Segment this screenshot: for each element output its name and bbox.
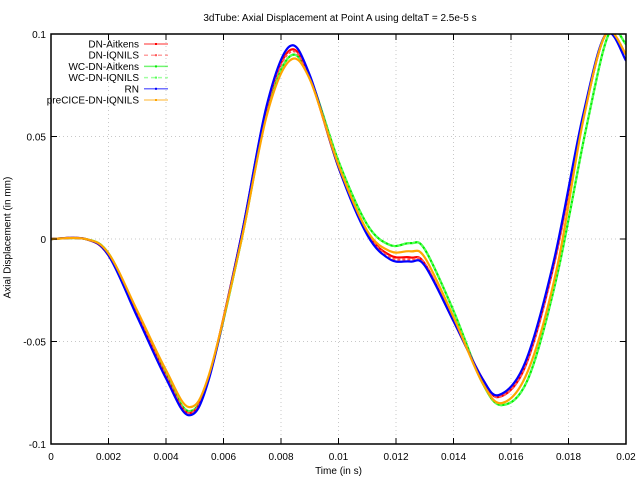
x-tick-label: 0.002 bbox=[96, 452, 121, 463]
legend-marker bbox=[155, 99, 157, 101]
x-tick-label: 0.014 bbox=[441, 452, 466, 463]
series-line-rn bbox=[51, 34, 626, 417]
legend-marker bbox=[155, 76, 157, 79]
x-tick-label: 0.004 bbox=[153, 452, 178, 463]
x-tick-label: 0.006 bbox=[211, 452, 236, 463]
x-tick-label: 0.01 bbox=[329, 452, 349, 463]
x-tick-label: 0.008 bbox=[268, 452, 293, 463]
legend-label: RN bbox=[125, 84, 139, 95]
series-line-precice-dn-iqnils bbox=[51, 34, 626, 409]
y-tick-label: -0.1 bbox=[29, 440, 47, 451]
y-tick-label: 0.05 bbox=[27, 133, 47, 144]
x-tick-label: 0.018 bbox=[556, 452, 581, 463]
chart-title: 3dTube: Axial Displacement at Point A us… bbox=[203, 13, 477, 24]
legend-label: DN-Aitkens bbox=[88, 40, 139, 51]
legend-label: DN-IQNILS bbox=[88, 51, 139, 62]
legend-marker bbox=[155, 43, 157, 45]
data-series bbox=[51, 34, 626, 417]
legend: DN-AitkensDN-IQNILSWC-DN-AitkensWC-DN-IQ… bbox=[47, 40, 168, 107]
legend-marker bbox=[155, 65, 157, 68]
x-tick-label: 0 bbox=[48, 452, 54, 463]
legend-label: preCICE-DN-IQNILS bbox=[47, 96, 140, 107]
x-tick-label: 0.02 bbox=[616, 452, 636, 463]
y-tick-label: -0.05 bbox=[23, 338, 46, 349]
grid-lines bbox=[51, 34, 626, 444]
legend-marker bbox=[155, 54, 157, 57]
x-tick-label: 0.016 bbox=[498, 452, 523, 463]
axis-ticks: 0 0.002 0.004 0.006 0.008 0.01 0.012 0.014 0.016… bbox=[23, 30, 636, 463]
x-tick-label: 0.012 bbox=[383, 452, 408, 463]
y-tick-label: 0 bbox=[40, 235, 46, 246]
legend-label: WC-DN-Aitkens bbox=[68, 62, 139, 73]
x-axis-label: Time (in s) bbox=[315, 466, 362, 477]
legend-label: WC-DN-IQNILS bbox=[68, 73, 139, 84]
y-tick-label: 0.1 bbox=[32, 30, 46, 41]
legend-marker bbox=[155, 87, 157, 90]
